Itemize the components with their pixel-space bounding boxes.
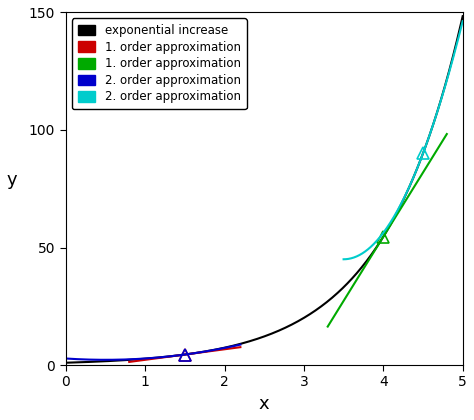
X-axis label: x: x (259, 395, 270, 413)
Legend: exponential increase, 1. order approximation, 1. order approximation, 2. order a: exponential increase, 1. order approxima… (72, 18, 246, 109)
Y-axis label: y: y (7, 171, 18, 189)
